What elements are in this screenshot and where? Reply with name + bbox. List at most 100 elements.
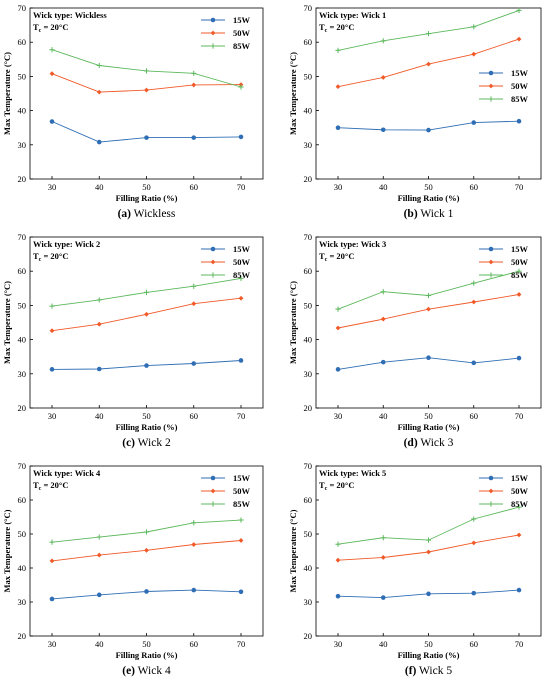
legend-label-85W: 85W — [511, 270, 529, 280]
x-tick-label: 50 — [142, 411, 151, 421]
point-15W-4-2 — [144, 589, 149, 594]
x-tick-label: 30 — [48, 639, 57, 649]
wick-type-annotation: Wick type: Wick 1 — [319, 10, 386, 20]
point-15W-5-4 — [516, 587, 522, 593]
point-50W-2-0 — [49, 328, 55, 334]
x-tick-label: 60 — [190, 639, 199, 649]
x-tick-label: 60 — [190, 411, 199, 421]
point-85W-4-4 — [238, 517, 244, 523]
point-50W-0-1 — [96, 89, 102, 95]
point-legend-50W-0-l — [210, 30, 216, 36]
point-legend-15W-3-l — [488, 246, 494, 252]
y-tick-label: 60 — [304, 495, 313, 505]
panel-caption: (c) Wick 2 — [122, 437, 171, 449]
y-tick-label: 50 — [18, 300, 27, 310]
legend-label-50W: 50W — [511, 81, 529, 91]
y-tick-label: 30 — [304, 597, 313, 607]
point-85W-3-1 — [380, 289, 386, 295]
point-50W-5-2 — [426, 549, 431, 555]
point-85W-1-0 — [335, 47, 341, 54]
legend-label-15W: 15W — [233, 244, 251, 254]
point-85W-5-2 — [425, 537, 432, 543]
x-tick-label: 50 — [424, 182, 433, 192]
x-tick-label: 70 — [237, 411, 246, 421]
y-axis-title: Max Temperature (°C) — [2, 281, 12, 364]
panel-caption: (e) Wick 4 — [122, 665, 171, 677]
wick-type-annotation: Wick type: Wickless — [33, 10, 107, 20]
y-tick-label: 30 — [18, 369, 27, 379]
y-tick-label: 20 — [18, 403, 27, 413]
point-15W-1-3 — [471, 120, 477, 125]
chart-panel-2: 20 30 40 50 60 70 30 40 50 60 70 Filling Ratio (%) M… — [2, 232, 264, 449]
y-tick-label: 70 — [18, 461, 27, 471]
point-85W-0-2 — [143, 68, 150, 74]
point-legend-85W-4-l — [210, 501, 216, 507]
y-tick-label: 40 — [304, 563, 313, 573]
y-tick-label: 70 — [18, 3, 27, 13]
y-tick-label: 50 — [18, 529, 27, 539]
point-50W-2-2 — [144, 311, 149, 317]
point-15W-5-2 — [426, 591, 431, 597]
point-50W-2-3 — [191, 301, 197, 307]
y-tick-label: 60 — [304, 266, 313, 276]
point-85W-4-2 — [143, 529, 150, 535]
point-15W-1-4 — [516, 118, 522, 124]
x-tick-label: 40 — [95, 639, 104, 649]
point-50W-3-1 — [380, 316, 386, 322]
x-tick-label: 40 — [379, 182, 388, 192]
point-50W-5-0 — [335, 557, 341, 563]
y-axis-title: Max Temperature (°C) — [288, 281, 298, 364]
point-50W-5-1 — [380, 555, 386, 560]
point-50W-0-3 — [191, 82, 197, 88]
point-85W-5-1 — [380, 535, 386, 541]
point-legend-85W-5-l — [488, 501, 494, 507]
panel-caption: (f) Wick 5 — [405, 665, 452, 677]
point-15W-5-1 — [380, 595, 386, 600]
x-tick-label: 50 — [142, 182, 151, 192]
point-85W-5-4 — [516, 504, 522, 510]
point-15W-0-2 — [144, 135, 149, 140]
point-legend-85W-3-l — [488, 272, 494, 278]
series-line-85W — [337, 270, 520, 310]
point-50W-1-3 — [471, 51, 477, 57]
point-legend-15W-2-l — [210, 246, 216, 252]
point-50W-4-3 — [191, 542, 197, 547]
point-50W-5-3 — [471, 540, 477, 546]
legend-label-50W: 50W — [511, 257, 529, 267]
x-tick-label: 50 — [142, 639, 151, 649]
point-50W-1-1 — [380, 75, 386, 80]
x-tick-label: 60 — [470, 182, 479, 192]
point-85W-0-4 — [238, 84, 244, 90]
x-tick-label: 70 — [515, 182, 524, 192]
legend-label-85W: 85W — [233, 41, 251, 51]
x-axis-title: Filling Ratio (%) — [116, 650, 178, 660]
point-85W-2-1 — [96, 297, 102, 303]
point-50W-3-3 — [471, 299, 477, 305]
point-15W-2-3 — [191, 361, 197, 366]
point-85W-1-2 — [425, 31, 432, 37]
x-tick-label: 60 — [470, 411, 479, 421]
legend-label-85W: 85W — [511, 94, 529, 104]
point-legend-15W-0-l — [210, 17, 216, 23]
point-85W-4-1 — [96, 534, 102, 540]
chart-panel-0: 20 30 40 50 60 70 30 40 50 60 70 Filling Ratio (%) M… — [2, 3, 264, 220]
point-85W-5-3 — [471, 516, 477, 522]
plot-frame — [315, 236, 542, 409]
x-axis-title: Filling Ratio (%) — [116, 193, 178, 203]
y-axis-title: Max Temperature (°C) — [2, 52, 12, 135]
legend-label-50W: 50W — [233, 486, 251, 496]
y-tick-label: 70 — [304, 461, 313, 471]
y-tick-label: 40 — [18, 335, 27, 345]
point-50W-4-2 — [144, 547, 149, 553]
y-axis-title: Max Temperature (°C) — [288, 52, 298, 135]
y-axis-title: Max Temperature (°C) — [288, 509, 298, 592]
y-tick-label: 60 — [18, 495, 27, 505]
point-15W-4-4 — [238, 589, 244, 595]
point-85W-0-1 — [96, 62, 102, 69]
chart-panel-5: 20 30 40 50 60 70 30 40 50 60 70 Filling Ratio (%) M… — [288, 461, 542, 677]
y-tick-label: 70 — [304, 232, 313, 242]
point-50W-4-0 — [49, 558, 55, 564]
y-tick-label: 50 — [304, 71, 313, 81]
x-tick-label: 40 — [379, 639, 388, 649]
y-tick-label: 60 — [18, 266, 27, 276]
